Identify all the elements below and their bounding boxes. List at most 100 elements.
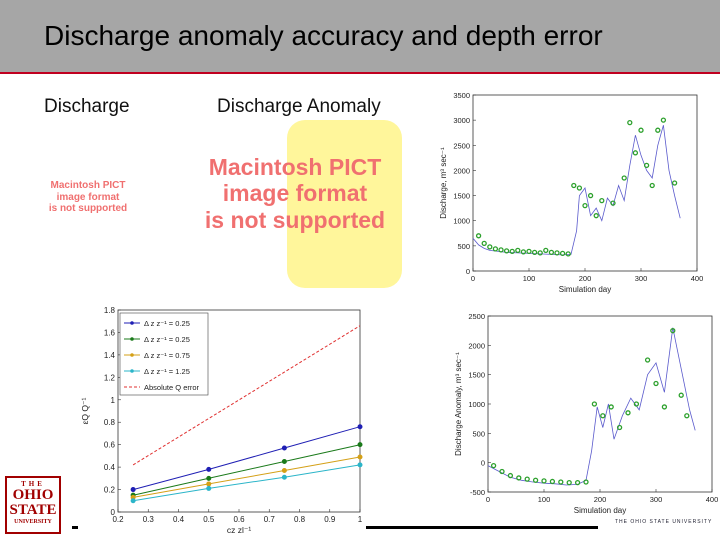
data-point-1-1 xyxy=(490,462,497,469)
y-tick-label: 1500 xyxy=(468,371,485,380)
data-point-2-1 xyxy=(357,442,363,448)
data-point-1-1 xyxy=(600,413,606,419)
logo-line-1: THE xyxy=(21,480,45,488)
data-point-1-1 xyxy=(661,404,668,410)
data-point-0-1 xyxy=(548,249,555,256)
data-point-0-1 xyxy=(627,120,633,126)
y-tick-label: 0.4 xyxy=(104,463,116,472)
data-point-0-1 xyxy=(587,192,594,199)
data-point-0-1 xyxy=(638,127,644,133)
discharge-label: Discharge xyxy=(44,96,130,117)
data-point-0-1 xyxy=(531,249,538,256)
x-tick-label: 1 xyxy=(358,515,363,524)
y-tick-label: 1000 xyxy=(468,400,485,409)
data-point-0-1 xyxy=(559,250,566,257)
x-axis-label: Simulation day xyxy=(574,506,626,515)
y-tick-label: 0.2 xyxy=(104,486,116,495)
legend-marker xyxy=(130,369,134,373)
data-point-0-1 xyxy=(649,182,655,189)
x-tick-label: 0.5 xyxy=(203,515,215,524)
data-point-1-1 xyxy=(684,413,690,419)
data-point-1-1 xyxy=(532,477,539,483)
x-tick-label: 300 xyxy=(635,274,648,283)
data-point-1-1 xyxy=(616,424,623,431)
legend-label: Δ z z⁻¹ = 0.25 xyxy=(144,319,190,328)
series-line-2-0 xyxy=(132,426,361,491)
data-point-1-1 xyxy=(566,479,572,486)
series-line-1-0 xyxy=(487,327,696,486)
data-point-2-3 xyxy=(281,474,287,480)
data-point-2-0 xyxy=(130,487,136,493)
x-tick-label: 100 xyxy=(538,495,551,504)
x-tick-label: 400 xyxy=(706,495,719,504)
data-point-2-2 xyxy=(357,454,363,460)
data-point-2-0 xyxy=(206,466,212,472)
slide-title: Discharge anomaly accuracy and depth err… xyxy=(44,20,603,51)
data-point-2-1 xyxy=(281,459,287,464)
footer-mark xyxy=(72,526,78,529)
data-point-0-1 xyxy=(621,175,627,181)
y-tick-label: 500 xyxy=(472,429,485,438)
y-tick-label: 0 xyxy=(111,508,116,517)
data-point-0-1 xyxy=(571,182,577,189)
x-axis-label: cz zl⁻¹ xyxy=(227,525,251,535)
data-point-1-1 xyxy=(507,472,514,479)
data-point-1-1 xyxy=(499,468,505,475)
x-tick-label: 0.3 xyxy=(143,515,155,524)
highlight-box xyxy=(287,120,402,288)
title-bar xyxy=(0,0,720,72)
data-point-0-1 xyxy=(526,248,532,255)
y-tick-label: 1.8 xyxy=(104,306,116,315)
series-line-2-2 xyxy=(133,456,361,498)
title-divider xyxy=(0,72,720,74)
y-tick-label: 1.6 xyxy=(104,328,116,337)
y-tick-label: 0.8 xyxy=(104,418,116,427)
data-point-1-1 xyxy=(516,475,522,481)
y-tick-label: 1500 xyxy=(453,192,470,201)
data-point-1-1 xyxy=(653,380,659,387)
data-point-0-1 xyxy=(492,246,499,252)
data-point-2-0 xyxy=(357,424,363,430)
data-point-0-1 xyxy=(632,150,639,156)
pict-placeholder-large: Macintosh PICT image format is not suppo… xyxy=(204,154,386,233)
legend-marker xyxy=(130,337,134,341)
legend-label: Δ z z⁻¹ = 0.25 xyxy=(144,335,190,344)
data-point-1-1 xyxy=(625,410,631,416)
legend-label: Absolute Q error xyxy=(144,383,200,392)
data-point-0-1 xyxy=(509,248,515,255)
x-tick-label: 0.8 xyxy=(294,515,306,524)
y-axis-label: εQ Q⁻¹ xyxy=(80,397,90,424)
y-tick-label: 500 xyxy=(457,242,470,251)
y-tick-label: 3500 xyxy=(453,91,470,100)
data-point-0-1 xyxy=(576,185,583,191)
data-point-1-1 xyxy=(644,357,651,363)
series-line-2-1 xyxy=(132,444,361,496)
data-point-1-1 xyxy=(574,479,581,486)
data-point-0-1 xyxy=(599,197,605,204)
data-point-1-1 xyxy=(558,479,564,485)
y-tick-label: 2500 xyxy=(468,312,485,321)
footer-bar xyxy=(366,526,598,529)
x-tick-label: 300 xyxy=(650,495,663,504)
x-tick-label: 0.2 xyxy=(112,515,124,524)
data-point-0-1 xyxy=(660,117,667,123)
legend-label: Δ z z⁻¹ = 0.75 xyxy=(144,351,190,360)
data-point-1-1 xyxy=(608,404,614,410)
x-tick-label: 0.6 xyxy=(233,515,245,524)
data-point-2-3 xyxy=(357,462,363,468)
y-tick-label: 1.4 xyxy=(104,351,116,360)
y-tick-label: 2000 xyxy=(468,341,485,350)
plot-frame-1 xyxy=(487,315,713,493)
data-point-0-1 xyxy=(543,247,549,254)
data-point-2-2 xyxy=(281,467,287,473)
legend-box xyxy=(119,312,209,396)
x-tick-label: 0.7 xyxy=(264,515,276,524)
data-point-0-1 xyxy=(593,213,599,219)
x-tick-label: 400 xyxy=(691,274,704,283)
data-point-2-3 xyxy=(130,498,136,504)
series-line-2-4 xyxy=(132,325,361,466)
y-tick-label: 3000 xyxy=(453,116,470,125)
y-tick-label: 1000 xyxy=(453,217,470,226)
data-point-2-3 xyxy=(206,485,212,491)
